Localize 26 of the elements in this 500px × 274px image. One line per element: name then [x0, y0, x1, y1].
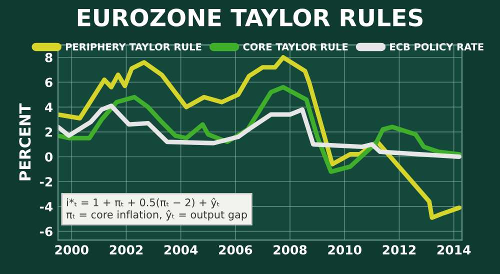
x-tick-label: 2006 — [219, 245, 252, 255]
x-tick-label: 2004 — [164, 245, 198, 255]
x-tick-label: 2014 — [437, 245, 471, 255]
x-tick-label: 2008 — [274, 245, 307, 255]
y-tick-label: -6 — [40, 226, 52, 236]
y-tick-label: 0 — [45, 152, 53, 162]
legend-label: ECB POLICY RATE — [390, 43, 484, 51]
y-tick-label: -2 — [40, 177, 52, 186]
x-tick-label: 2012 — [382, 245, 416, 255]
annotation: πₜ = core inflation, ŷₜ = output gap — [66, 210, 247, 221]
y-axis-title: PERCENT — [19, 103, 31, 180]
annotation: i*ₜ = 1 + πₜ + 0.5(πₜ − 2) + ŷₜ — [67, 198, 220, 208]
y-tick-label: -4 — [40, 202, 53, 212]
chart-title: EUROZONE TAYLOR RULES — [78, 8, 422, 26]
series-label: PERIPHERY TAYLOR RULE — [66, 43, 202, 51]
x-tick-label: 2002 — [110, 245, 143, 255]
y-tick-label: 6 — [45, 78, 52, 88]
line-series — [58, 84, 462, 174]
y-tick-label: 4 — [45, 102, 53, 112]
line-series — [58, 55, 462, 220]
x-tick-label: 2010 — [328, 245, 362, 255]
y-tick-label: 2 — [45, 127, 52, 137]
y-tick-label: 8 — [45, 52, 52, 62]
legend-label: CORE TAYLOR RULE — [243, 43, 348, 51]
x-tick-label: 2000 — [55, 245, 88, 255]
line-series — [58, 104, 462, 159]
